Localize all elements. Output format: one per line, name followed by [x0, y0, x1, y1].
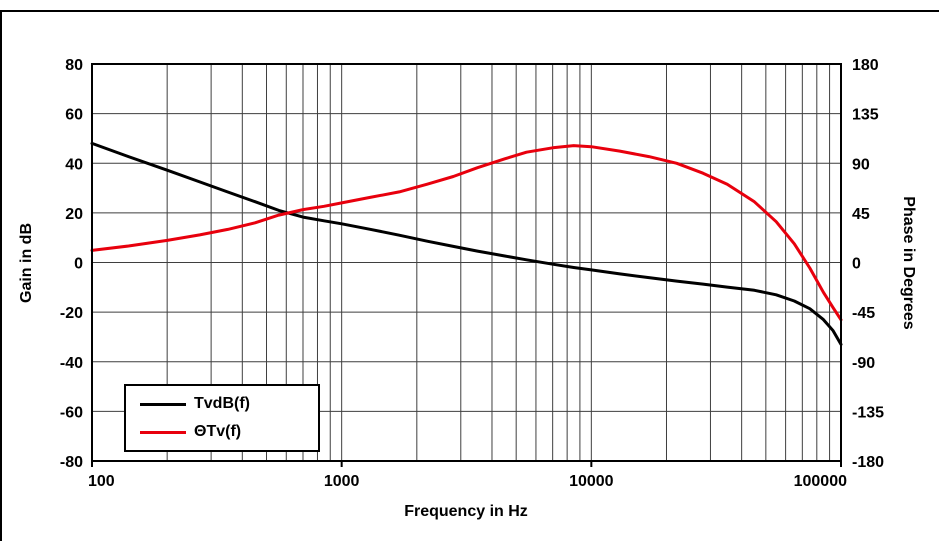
legend-swatch-gain-line: [140, 402, 186, 406]
left-axis-tick-label: 0: [74, 256, 83, 273]
right-axis-tick-label: -135: [852, 404, 884, 421]
left-axis-tick-label: 80: [65, 57, 83, 74]
outer-frame-left-line: [0, 10, 2, 541]
left-axis-tick-label: 20: [65, 206, 83, 223]
right-axis-title: Phase in Degrees: [900, 196, 917, 330]
right-axis-tick-label: -180: [852, 454, 884, 471]
left-axis-tick-label: 40: [65, 156, 83, 173]
right-axis-tick-label: 0: [852, 256, 861, 273]
legend-item-gain: TvdB(f): [140, 395, 318, 413]
curve-gain: [90, 141, 843, 346]
plot-border: [91, 63, 842, 462]
legend-label-phase: ΘTv(f): [194, 423, 242, 440]
x-axis-tick-label: 10000: [569, 473, 614, 490]
right-axis-tick-label: -90: [852, 355, 875, 372]
left-axis-tick-label: -20: [60, 305, 83, 322]
legend-item-phase: ΘTv(f): [140, 423, 318, 441]
right-axis-tick-label: 135: [852, 107, 879, 124]
left-axis-tick-label: -40: [60, 355, 83, 372]
x-axis-tick-label: 100000: [794, 473, 847, 490]
right-axis-tick-label: -45: [852, 305, 875, 322]
left-axis-tick-label: -80: [60, 454, 83, 471]
legend-swatch-phase-line: [140, 430, 186, 434]
x-axis-tick-label: 100: [88, 473, 115, 490]
right-axis-tick-label: 45: [852, 206, 870, 223]
legend-label-gain: TvdB(f): [194, 395, 250, 412]
left-axis-title: Gain in dB: [18, 223, 35, 303]
left-axis-tick-label: 60: [65, 107, 83, 124]
right-axis-tick-label: 90: [852, 156, 870, 173]
legend: TvdB(f) ΘTv(f): [124, 384, 320, 452]
curve-phase: [90, 144, 843, 322]
left-axis-tick-label: -60: [60, 404, 83, 421]
outer-frame-top-line: [0, 10, 939, 12]
x-axis-tick-label: 1000: [324, 473, 360, 490]
right-axis-tick-label: 180: [852, 57, 879, 74]
x-axis-title: Frequency in Hz: [404, 503, 528, 520]
